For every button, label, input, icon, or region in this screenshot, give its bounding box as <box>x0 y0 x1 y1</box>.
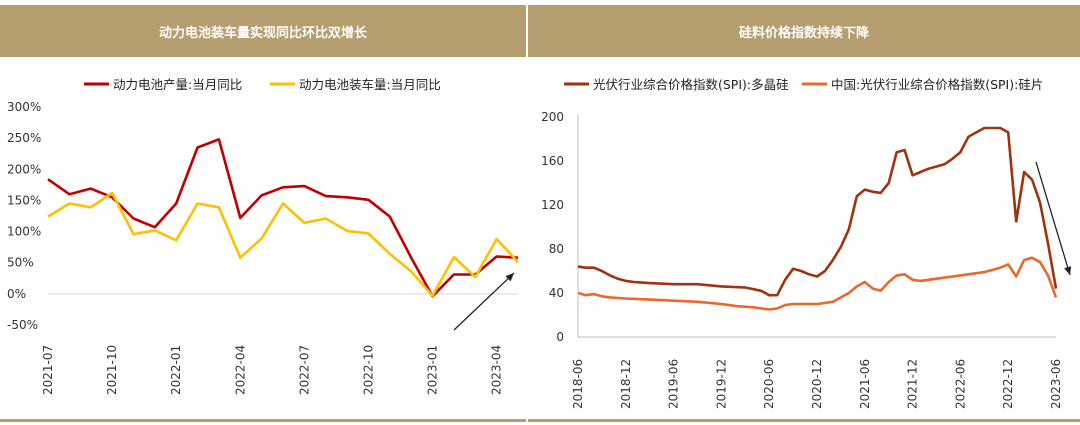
x-tick-label: 2022-07 <box>297 345 311 395</box>
divider <box>526 0 528 425</box>
x-tick-label: 2023-04 <box>490 345 504 395</box>
y-tick-label: 250% <box>7 131 41 145</box>
x-tick-label: 2022-04 <box>233 345 247 395</box>
y-tick-label: -50% <box>7 318 38 332</box>
y-tick-label: 200 <box>541 110 564 124</box>
y-tick-label: 80 <box>549 242 564 256</box>
x-tick-label: 2021-06 <box>858 359 872 409</box>
x-tick-label: 2021-12 <box>906 359 920 409</box>
legend-label: 中国:光伏行业综合价格指数(SPI):硅片 <box>831 77 1043 92</box>
panel-battery: 动力电池装车量实现同比环比双增长 300% 250% 200% 150% 100% 50%… <box>0 0 526 425</box>
divider <box>528 419 1080 422</box>
x-tick-label: 2020-12 <box>810 359 824 409</box>
y-tick-label: 100% <box>7 225 41 239</box>
x-tick-label: 2022-10 <box>361 345 375 395</box>
x-tick-label: 2018-12 <box>619 359 633 409</box>
x-tick-label: 2019-12 <box>714 359 728 409</box>
legend-label: 动力电池产量:当月同比 <box>113 77 242 92</box>
x-tick-label: 2021-07 <box>41 345 55 395</box>
silicon-price-chart: 200 160 120 80 40 0 2018-06 2018-12 2019-06 2019-… <box>541 77 1072 409</box>
trend-arrow-down <box>1035 161 1072 276</box>
x-tick-label: 2023-06 <box>1049 359 1063 409</box>
y-tick-label: 50% <box>7 256 34 270</box>
legend-label: 光伏行业综合价格指数(SPI):多晶硅 <box>593 77 789 92</box>
y-tick-label: 120 <box>541 198 564 212</box>
battery-chart: 300% 250% 200% 150% 100% 50% 0% -50%2021-07 2021… <box>7 77 519 395</box>
y-tick-label: 150% <box>7 193 41 207</box>
chart-title: 动力电池装车量实现同比环比双增长 <box>0 5 526 57</box>
y-tick-label: 200% <box>7 162 41 176</box>
x-tick-label: 2023-01 <box>426 345 440 395</box>
x-tick-label: 2020-06 <box>762 359 776 409</box>
chart-title: 硅料价格指数持续下降 <box>528 5 1080 57</box>
series-line <box>577 256 1058 311</box>
panel-silicon: 硅料价格指数持续下降 200 160 120 80 40 0 2018-06 2018-12 2… <box>528 0 1080 425</box>
series-line <box>47 191 519 297</box>
x-tick-label: 2022-12 <box>1001 359 1015 409</box>
series-line <box>577 126 1058 297</box>
x-tick-label: 2018-06 <box>571 359 585 409</box>
trend-arrow-up <box>453 272 515 331</box>
y-tick-label: 40 <box>549 286 564 300</box>
series-line <box>47 138 519 298</box>
divider <box>0 419 526 422</box>
x-tick-label: 2021-10 <box>105 345 119 395</box>
y-tick-label: 0 <box>556 330 564 344</box>
x-tick-label: 2022-06 <box>953 359 967 409</box>
x-tick-label: 2019-06 <box>667 359 681 409</box>
x-tick-label: 2022-01 <box>169 345 183 395</box>
y-tick-label: 160 <box>541 154 564 168</box>
y-tick-label: 300% <box>7 100 41 114</box>
y-tick-label: 0% <box>7 287 26 301</box>
legend-label: 动力电池装车量:当月同比 <box>299 77 441 92</box>
